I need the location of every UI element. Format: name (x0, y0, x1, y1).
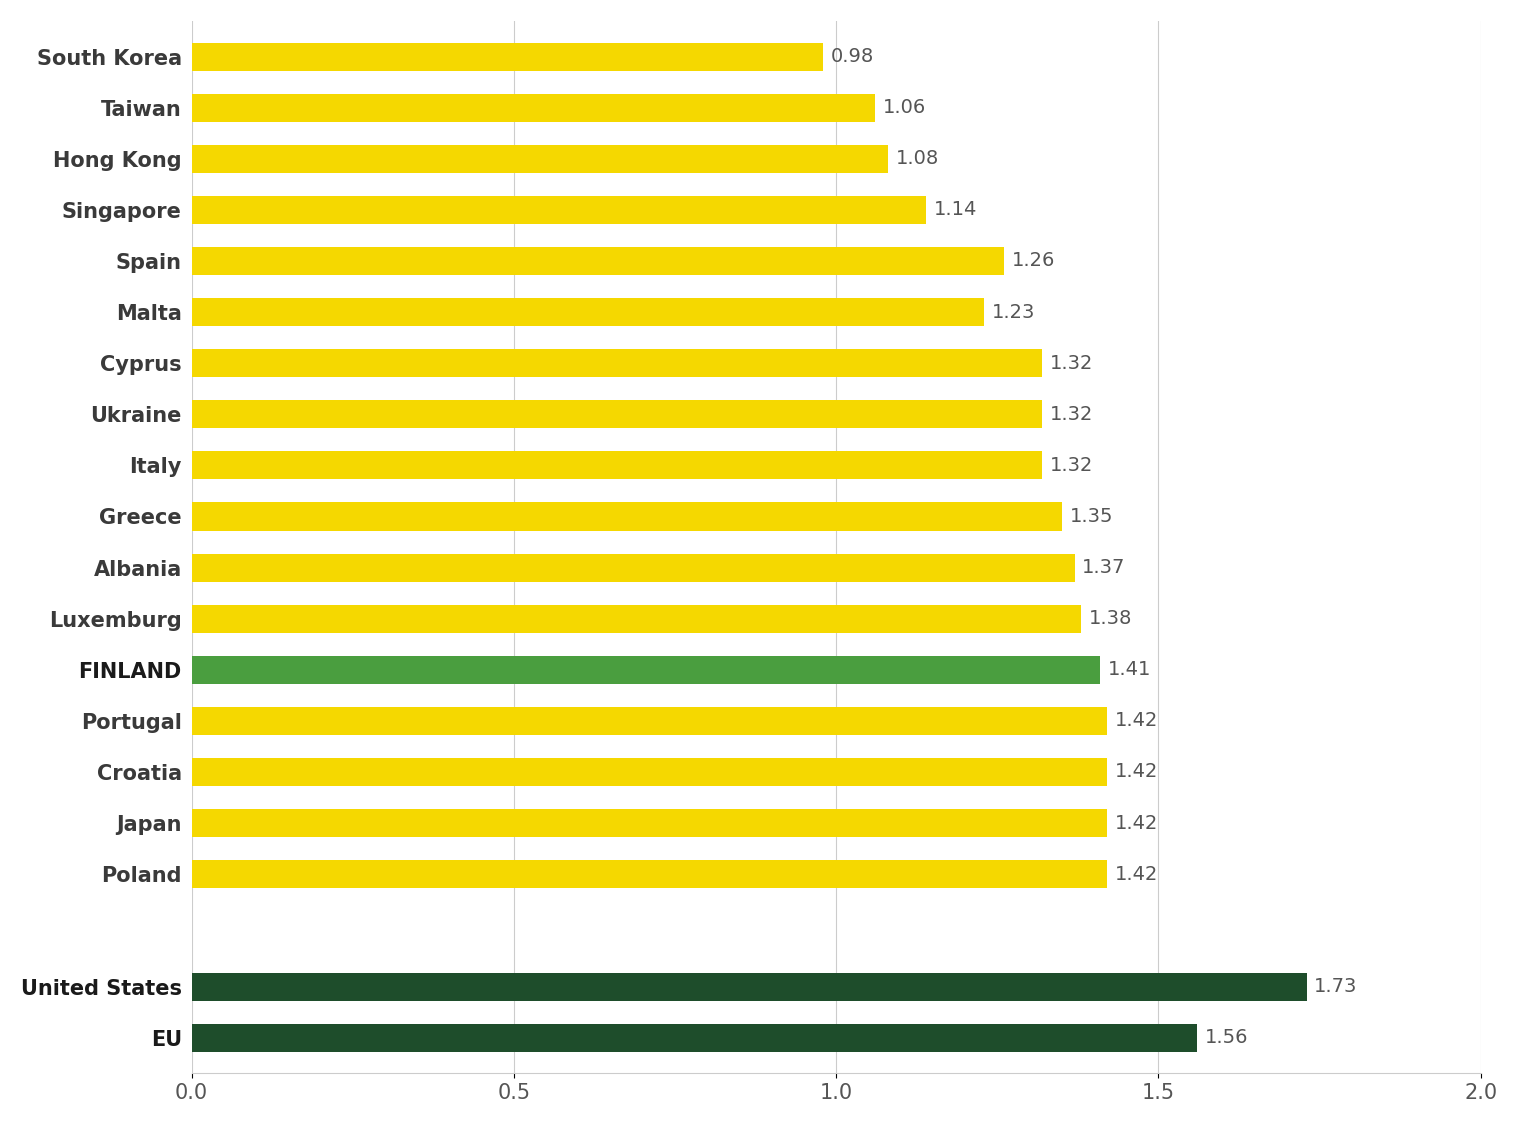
Text: 1.41: 1.41 (1108, 660, 1152, 679)
Bar (191, 400, 1043, 428)
Bar (191, 502, 1061, 531)
Text: 1.37: 1.37 (1082, 559, 1126, 577)
Bar (191, 452, 1043, 480)
Bar (191, 298, 984, 326)
Bar (191, 758, 1107, 786)
Bar (191, 809, 1107, 837)
Bar (191, 43, 823, 71)
Text: 1.32: 1.32 (1050, 456, 1093, 474)
Text: 1.26: 1.26 (1011, 252, 1055, 271)
Text: 1.56: 1.56 (1205, 1028, 1248, 1048)
Bar (191, 196, 926, 224)
Text: 1.08: 1.08 (896, 149, 938, 169)
Bar (191, 1024, 1198, 1052)
Bar (191, 553, 1075, 581)
Text: 1.35: 1.35 (1069, 507, 1113, 526)
Bar (191, 350, 1043, 378)
Text: 0.98: 0.98 (830, 47, 874, 66)
Bar (191, 972, 1307, 1000)
Text: 1.42: 1.42 (1114, 864, 1158, 883)
Text: 1.38: 1.38 (1088, 609, 1132, 628)
Text: 1.06: 1.06 (882, 98, 926, 117)
Text: 1.32: 1.32 (1050, 354, 1093, 373)
Text: 1.14: 1.14 (934, 200, 978, 219)
Text: 1.73: 1.73 (1315, 977, 1357, 996)
Text: 1.32: 1.32 (1050, 405, 1093, 424)
Bar (191, 860, 1107, 888)
Text: 1.42: 1.42 (1114, 762, 1158, 781)
Text: 1.23: 1.23 (993, 302, 1035, 321)
Bar (191, 655, 1101, 683)
Bar (191, 145, 888, 173)
Text: 1.42: 1.42 (1114, 711, 1158, 731)
Text: 1.42: 1.42 (1114, 814, 1158, 833)
Bar (191, 707, 1107, 735)
Bar (191, 605, 1081, 633)
Bar (191, 247, 1003, 275)
Bar (191, 93, 874, 121)
